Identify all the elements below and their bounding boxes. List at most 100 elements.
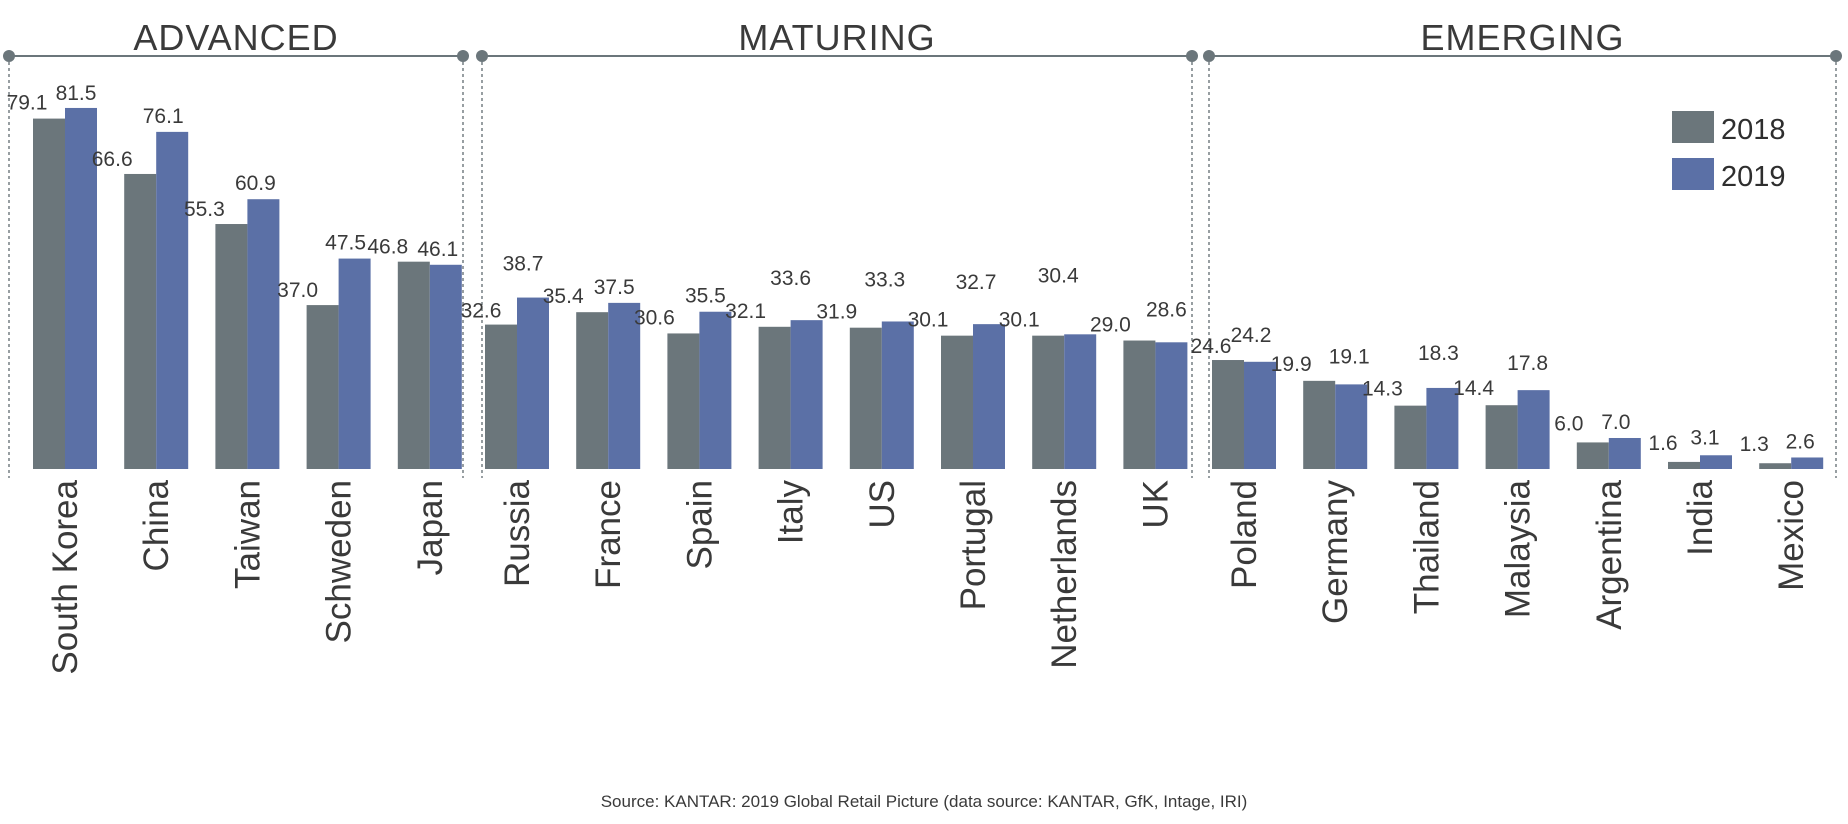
bar-2018-schweden [306, 305, 339, 469]
category-label-uk: UK [1136, 480, 1175, 529]
category-label-portugal: Portugal [954, 480, 993, 610]
value-label-2018-france: 35.4 [543, 285, 584, 308]
group-dot-right-3 [1830, 50, 1842, 62]
value-label-2018-china: 66.6 [92, 148, 133, 171]
category-label-south-korea: South Korea [46, 479, 85, 674]
legend: 2018 2019 [1672, 111, 1786, 193]
bar-2019-france [608, 302, 641, 469]
category-label-poland: Poland [1225, 480, 1264, 589]
value-label-2019-poland: 24.2 [1231, 324, 1272, 347]
value-label-2019-germany: 19.1 [1329, 345, 1370, 368]
value-label-2018-taiwan: 55.3 [184, 198, 225, 221]
value-label-2019-schweden: 47.5 [325, 232, 366, 255]
value-label-2018-south-korea: 79.1 [7, 92, 48, 115]
bar-2019-argentina [1608, 437, 1641, 469]
bar-2019-germany [1335, 384, 1368, 469]
bar-2019-india [1700, 455, 1732, 469]
category-label-russia: Russia [498, 479, 537, 587]
category-label-spain: Spain [680, 480, 719, 570]
value-label-2019-china: 76.1 [143, 105, 184, 128]
category-label-taiwan: Taiwan [228, 480, 267, 589]
value-label-2019-spain: 35.5 [685, 285, 726, 308]
legend-swatch-2019 [1672, 158, 1714, 190]
category-label-japan: Japan [411, 480, 450, 575]
bar-2018-spain [667, 333, 700, 469]
group-dot-left-2 [476, 50, 488, 62]
bar-2018-china [124, 173, 157, 469]
bar-2018-us [849, 327, 882, 469]
group-dot-right-2 [1186, 50, 1198, 62]
bar-2019-south-korea [65, 107, 97, 469]
category-label-china: China [137, 479, 176, 571]
bar-2019-mexico [1791, 457, 1824, 469]
value-label-2019-thailand: 18.3 [1418, 342, 1459, 365]
bar-2019-spain [699, 311, 732, 469]
value-label-2019-uk: 28.6 [1146, 298, 1187, 321]
value-label-2019-us: 33.3 [864, 268, 905, 291]
value-label-2018-us: 31.9 [816, 301, 857, 324]
bar-2019-malaysia [1517, 390, 1550, 469]
value-label-2018-thailand: 14.3 [1362, 378, 1403, 401]
value-label-2019-malaysia: 17.8 [1507, 352, 1548, 375]
category-label-schweden: Schweden [320, 480, 359, 643]
bar-2018-italy [758, 326, 791, 469]
category-label-germany: Germany [1316, 480, 1355, 624]
bar-2019-portugal [973, 324, 1005, 469]
category-label-argentina: Argentina [1590, 479, 1629, 629]
value-label-2018-malaysia: 14.4 [1453, 377, 1494, 400]
bar-2019-poland [1244, 361, 1276, 469]
value-label-2019-taiwan: 60.9 [235, 172, 276, 195]
group-title-1: ADVANCED [133, 17, 338, 58]
category-label-us: US [863, 480, 902, 529]
value-label-2019-russia: 38.7 [503, 253, 544, 276]
value-label-2018-poland: 24.6 [1191, 335, 1232, 358]
legend-swatch-2018 [1672, 111, 1714, 143]
group-title-2: MATURING [738, 17, 935, 58]
bar-2018-france [576, 312, 609, 469]
bar-2018-thailand [1394, 405, 1427, 469]
bar-2019-schweden [338, 258, 371, 469]
bar-2019-uk [1155, 342, 1188, 469]
bar-2019-china [156, 131, 189, 469]
category-label-thailand: Thailand [1407, 480, 1446, 614]
value-label-2018-portugal: 30.1 [908, 309, 949, 332]
bar-2018-taiwan [215, 224, 248, 469]
value-labels: 79.1 81.5 66.6 76.1 55.3 60.9 37.0 47.5 46.8 46.1… [7, 82, 1815, 456]
bar-2019-thailand [1426, 387, 1459, 469]
group-dot-left-3 [1203, 50, 1215, 62]
value-label-2019-italy: 33.6 [770, 267, 811, 290]
bar-2018-netherlands [1032, 335, 1065, 469]
group-title-3: EMERGING [1420, 17, 1624, 58]
category-labels: South Korea China Taiwan Schweden Japan Russi… [46, 479, 1811, 674]
bar-2019-netherlands [1064, 334, 1097, 469]
bar-2018-russia [485, 324, 517, 469]
value-label-2018-italy: 32.1 [725, 300, 766, 323]
bar-2019-taiwan [247, 199, 280, 469]
bar-2018-poland [1212, 360, 1244, 469]
value-label-2019-netherlands: 30.4 [1038, 264, 1079, 287]
value-label-2018-japan: 46.8 [367, 236, 408, 259]
category-label-india: India [1681, 479, 1720, 555]
category-label-malaysia: Malaysia [1499, 479, 1538, 618]
bar-2018-uk [1123, 340, 1156, 469]
value-label-2019-france: 37.5 [594, 276, 635, 299]
legend-label-2018: 2018 [1721, 114, 1786, 146]
group-dot-left-1 [3, 50, 15, 62]
bar-2018-portugal [941, 335, 973, 469]
bar-2018-malaysia [1485, 405, 1518, 469]
bar-2018-mexico [1759, 463, 1792, 469]
value-label-2018-argentina: 6.0 [1554, 412, 1583, 435]
value-label-2019-argentina: 7.0 [1601, 411, 1630, 434]
value-label-2019-japan: 46.1 [417, 238, 458, 261]
value-label-2018-schweden: 37.0 [277, 279, 318, 302]
group-dot-right-1 [457, 50, 469, 62]
value-label-2018-uk: 29.0 [1090, 314, 1131, 337]
bars [33, 107, 1824, 469]
category-label-france: France [589, 480, 628, 589]
bar-2019-us [881, 321, 914, 469]
bar-2018-india [1668, 461, 1700, 469]
group-brackets: ADVANCED MATURING EMERGING [3, 17, 1842, 478]
bar-2018-germany [1303, 380, 1336, 469]
bar-2018-japan [397, 261, 430, 469]
